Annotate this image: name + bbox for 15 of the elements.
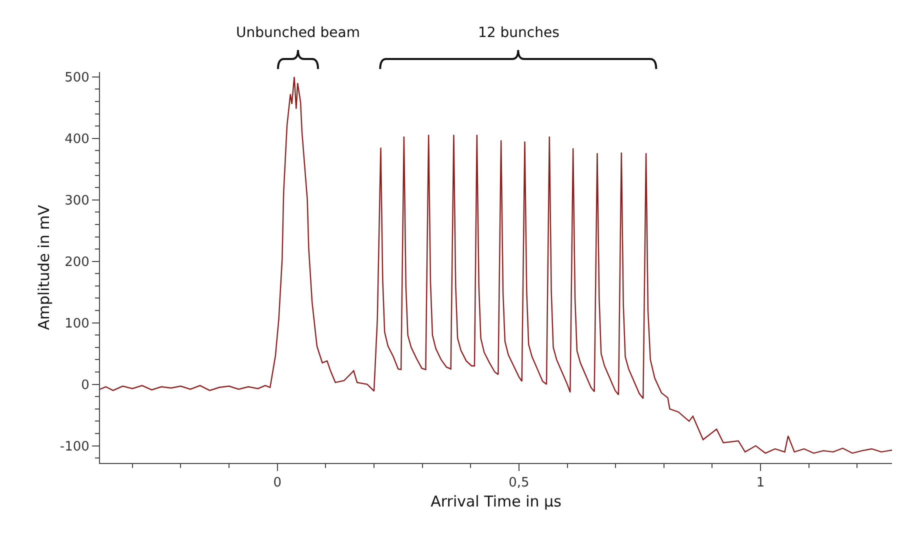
y-axis-title: Amplitude in mV [35, 204, 54, 330]
y-tick-label: 400 [64, 132, 90, 147]
x-tick-label: 0,5 [508, 476, 530, 491]
x-tick-label: 0 [273, 476, 282, 491]
y-tick-label: -100 [60, 439, 90, 454]
text: Unbunched beam [236, 25, 360, 41]
text: 12 bunches [478, 25, 560, 41]
y-tick-label: 200 [64, 254, 90, 270]
x-axis-title: Arrival Time in µs [430, 492, 562, 511]
x-tick-label: 1 [756, 476, 765, 491]
line-series [100, 76, 892, 454]
y-tick-label: 100 [64, 316, 90, 332]
y-tick-label: 500 [64, 70, 90, 86]
y-tick-label: 0 [81, 378, 90, 393]
y-tick-label: 300 [64, 193, 90, 208]
